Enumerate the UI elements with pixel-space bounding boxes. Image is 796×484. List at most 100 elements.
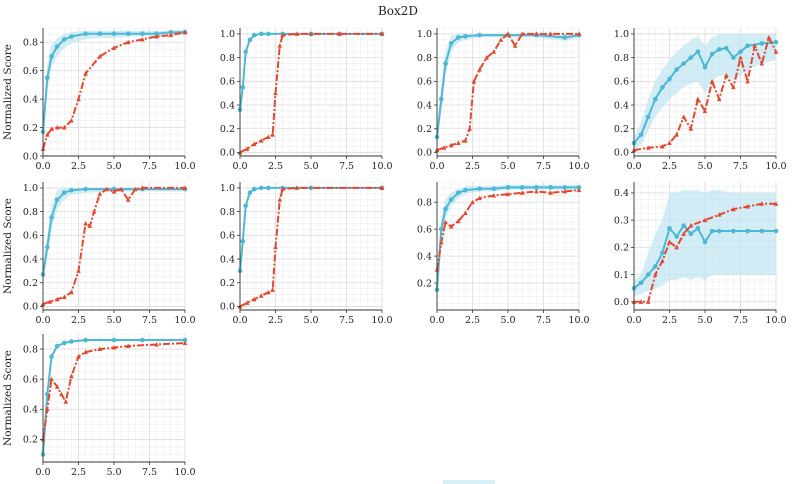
series-point-2 xyxy=(91,209,97,214)
x-tick-label: 2.5 xyxy=(465,315,480,326)
series-point-2 xyxy=(308,31,314,36)
x-tick-label: 10.0 xyxy=(174,467,195,478)
series-point-2 xyxy=(273,90,278,96)
series-point-2 xyxy=(477,66,482,72)
series-point-1 xyxy=(125,31,131,36)
series-point-1 xyxy=(562,185,568,190)
series-point-1 xyxy=(709,51,715,57)
series-point-1 xyxy=(438,226,444,232)
series-point-2 xyxy=(59,391,64,397)
y-tick-label: 0.4 xyxy=(614,188,629,199)
chart-panel-5: 0.0 2.5 5.0 7.5 10.0 0.0 0.2 0.4 0.6 0.8 1.0 Normal… xyxy=(2,181,196,326)
series-point-2 xyxy=(448,223,454,229)
series-point-2 xyxy=(716,96,722,102)
series-point-1 xyxy=(773,39,779,45)
series-point-1 xyxy=(674,67,679,72)
y-tick-label: 0.0 xyxy=(23,151,38,162)
y-tick-label: 0.8 xyxy=(220,207,235,218)
series-point-1 xyxy=(645,272,651,277)
series-point-1 xyxy=(443,206,448,212)
y-tick-label: 0.6 xyxy=(23,66,38,77)
series-point-2 xyxy=(133,186,138,192)
series-point-1 xyxy=(83,31,88,36)
series-point-1 xyxy=(182,337,188,343)
series-point-1 xyxy=(62,340,67,346)
series-point-2 xyxy=(168,32,174,38)
series-point-1 xyxy=(519,185,525,190)
series-point-2 xyxy=(745,78,750,84)
x-tick-label: 2.5 xyxy=(71,161,86,172)
series-point-2 xyxy=(54,125,60,130)
x-tick-label: 7.5 xyxy=(536,315,551,326)
series-point-2 xyxy=(182,340,188,346)
y-tick-label: 0.0 xyxy=(220,302,235,313)
series-point-2 xyxy=(266,289,271,295)
x-tick-label: 2.5 xyxy=(268,161,283,172)
y-tick-label: 0.0 xyxy=(220,148,235,159)
series-point-1 xyxy=(49,354,54,359)
series-point-1 xyxy=(645,114,651,120)
series-point-1 xyxy=(477,186,482,192)
series-point-1 xyxy=(54,197,60,203)
series-point-2 xyxy=(519,31,525,36)
x-tick-label: 0.0 xyxy=(429,315,444,326)
y-tick-label: 0.2 xyxy=(614,243,629,254)
series-point-1 xyxy=(759,228,765,234)
series-point-1 xyxy=(83,186,88,192)
chart-panel-8: 0.0 2.5 5.0 7.5 10.0 0.0 0.1 0.2 0.3 0.4 xyxy=(614,182,787,326)
series-point-1 xyxy=(259,31,264,37)
series-point-2 xyxy=(498,37,504,42)
series-point-2 xyxy=(576,187,582,193)
series-point-1 xyxy=(44,244,50,250)
x-tick-label: 5.0 xyxy=(303,161,318,172)
series-point-1 xyxy=(688,55,694,60)
series-point-1 xyxy=(266,31,271,37)
series-point-2 xyxy=(738,55,743,60)
series-point-2 xyxy=(505,191,511,197)
series-point-1 xyxy=(681,61,686,66)
x-tick-label: 0.0 xyxy=(429,161,444,172)
x-tick-label: 10.0 xyxy=(174,161,195,172)
series-point-2 xyxy=(76,268,81,273)
y-tick-label: 0.6 xyxy=(417,77,432,88)
series-point-1 xyxy=(477,32,482,38)
series-point-2 xyxy=(463,138,468,143)
series-point-1 xyxy=(702,239,708,245)
series-point-2 xyxy=(280,186,285,192)
series-point-2 xyxy=(709,78,715,84)
series-point-2 xyxy=(702,217,708,223)
series-point-2 xyxy=(125,343,131,349)
y-tick-label: 1.0 xyxy=(220,183,235,194)
y-tick-label: 0.3 xyxy=(614,215,629,226)
series-point-1 xyxy=(463,33,468,39)
series-line-1 xyxy=(42,339,185,455)
series-point-1 xyxy=(505,185,511,190)
chart-panel-2: 0.0 2.5 5.0 7.5 10.0 0.0 0.2 0.4 0.6 0.8 1.0 xyxy=(220,27,393,172)
y-tick-label: 0.6 xyxy=(23,231,38,242)
series-point-2 xyxy=(752,43,757,48)
y-tick-label: 0.2 xyxy=(23,435,38,446)
series-point-2 xyxy=(731,84,736,90)
y-tick-label: 0.2 xyxy=(220,278,235,289)
series-point-1 xyxy=(62,190,67,195)
series-point-1 xyxy=(247,190,253,195)
y-tick-label: 0.1 xyxy=(614,270,629,281)
y-tick-label: 0.4 xyxy=(614,100,629,111)
series-point-2 xyxy=(695,96,701,102)
series-point-1 xyxy=(443,61,448,66)
y-tick-label: 0.4 xyxy=(220,100,235,111)
series-point-2 xyxy=(97,346,103,352)
series-point-2 xyxy=(49,376,54,382)
panels: 0.0 2.5 5.0 7.5 10.0 0.0 0.2 0.4 0.6 0.8 Normalize… xyxy=(2,27,787,478)
series-point-1 xyxy=(140,337,145,343)
y-tick-label: 0.2 xyxy=(23,123,38,134)
x-tick-label: 0.0 xyxy=(232,161,247,172)
series-point-2 xyxy=(660,258,665,263)
series-point-1 xyxy=(638,280,644,286)
series-point-2 xyxy=(140,36,145,42)
x-tick-label: 5.0 xyxy=(500,161,515,172)
series-point-1 xyxy=(702,64,708,70)
x-tick-label: 0.0 xyxy=(626,315,641,326)
series-point-2 xyxy=(467,126,472,131)
series-point-2 xyxy=(277,197,283,202)
